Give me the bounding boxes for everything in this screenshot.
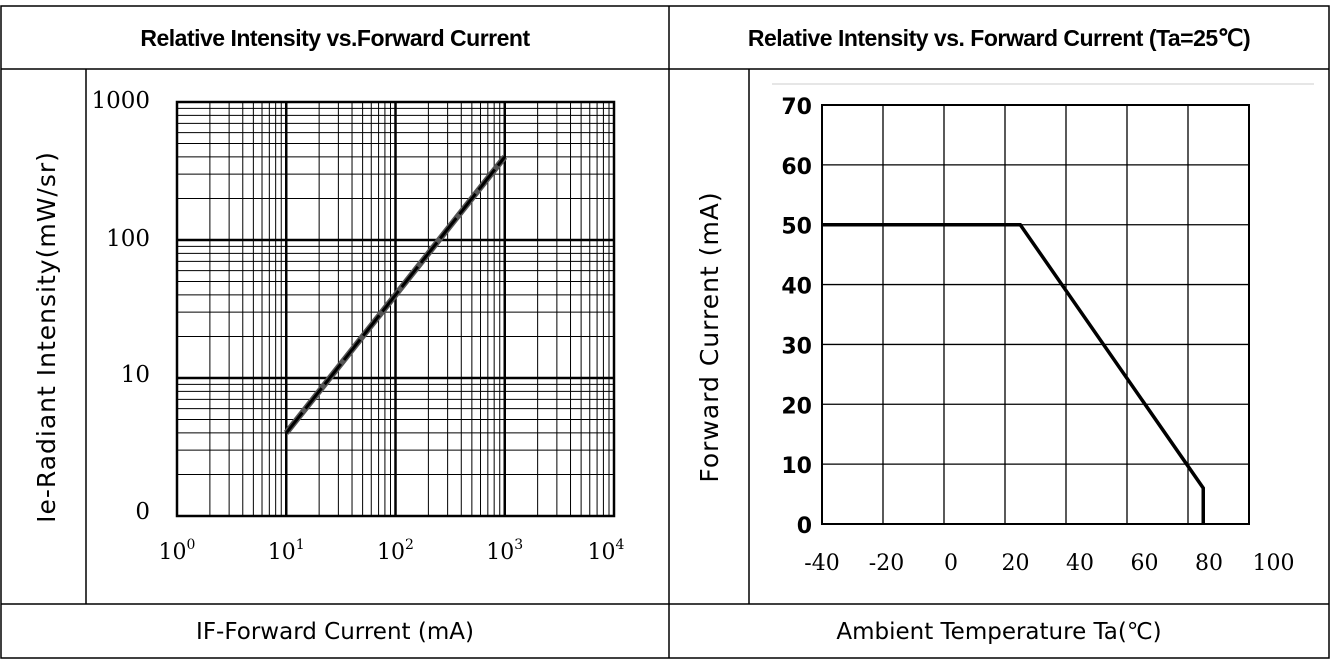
right-y-axis-label: Forward Current (mA) bbox=[695, 191, 724, 482]
right-tick-labels: -40 -20 0 20 40 60 80 100 0 10 20 30 40 50 60 70 bbox=[781, 95, 1294, 576]
x-tick-label: 0 bbox=[944, 551, 958, 576]
y-tick-label: 10 bbox=[781, 454, 812, 479]
y-tick-label: 100 bbox=[106, 226, 150, 252]
y-tick-label: 30 bbox=[781, 334, 812, 359]
x-tick-label: 20 bbox=[1002, 551, 1030, 576]
x-tick-label: 104 bbox=[588, 537, 625, 565]
right-x-axis-label: Ambient Temperature Ta(℃) bbox=[836, 619, 1162, 645]
x-tick-label: -40 bbox=[804, 551, 839, 576]
y-tick-label: 1000 bbox=[91, 88, 150, 114]
left-series bbox=[283, 155, 508, 435]
left-panel-title: Relative Intensity vs.Forward Current bbox=[140, 24, 530, 51]
x-tick-label: 101 bbox=[268, 537, 305, 565]
y-tick-label: 10 bbox=[121, 362, 150, 388]
y-tick-label: 0 bbox=[135, 499, 150, 525]
x-tick-label: 102 bbox=[377, 537, 414, 565]
plot-border bbox=[821, 104, 1250, 525]
y-tick-label: 70 bbox=[781, 95, 812, 120]
left-x-axis-label: IF-Forward Current (mA) bbox=[196, 619, 474, 645]
x-tick-label: 103 bbox=[486, 537, 523, 565]
x-tick-label: 80 bbox=[1195, 551, 1223, 576]
x-tick-label: 60 bbox=[1131, 551, 1159, 576]
y-tick-label: 20 bbox=[781, 394, 812, 419]
plot-border bbox=[175, 100, 616, 518]
series-line bbox=[285, 155, 506, 434]
y-tick-label: 60 bbox=[781, 155, 812, 180]
y-tick-label: 0 bbox=[797, 514, 812, 539]
x-tick-label: 100 bbox=[1253, 551, 1295, 576]
y-tick-label: 50 bbox=[781, 215, 812, 240]
x-tick-label: -20 bbox=[869, 551, 904, 576]
right-panel-title: Relative Intensity vs. Forward Current (… bbox=[747, 24, 1251, 51]
x-tick-label: 40 bbox=[1066, 551, 1094, 576]
series-line bbox=[822, 222, 1205, 524]
right-gridlines bbox=[772, 83, 1314, 525]
left-y-axis-label: Ie-Radiant Intensity(mW/sr) bbox=[32, 151, 61, 523]
right-series bbox=[822, 222, 1205, 524]
x-tick-label: 100 bbox=[159, 537, 196, 565]
y-tick-label: 40 bbox=[781, 275, 812, 300]
